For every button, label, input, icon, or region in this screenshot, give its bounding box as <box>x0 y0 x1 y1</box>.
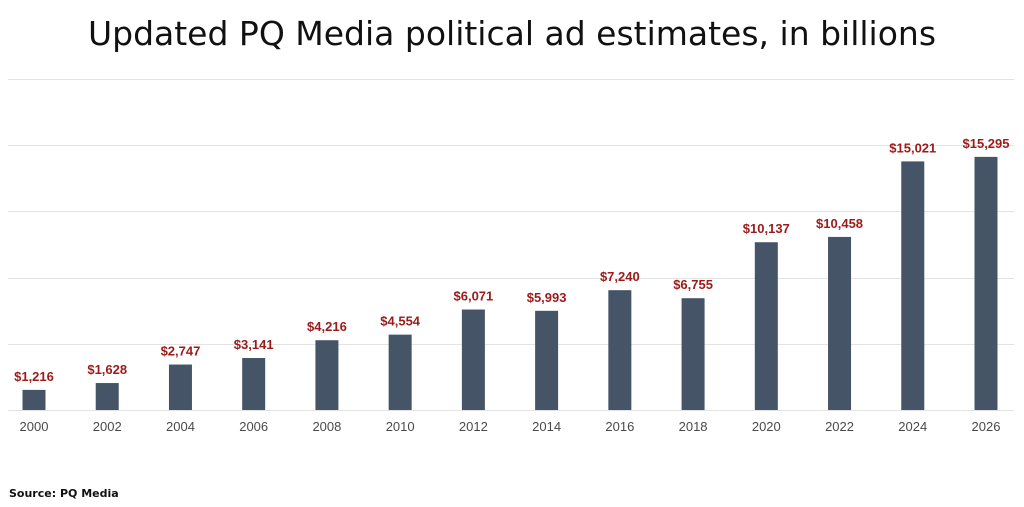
bar-2026 <box>974 156 998 410</box>
bar-2002 <box>95 383 119 410</box>
x-tick-label-2000: 2000 <box>20 419 49 434</box>
bar-2022 <box>828 236 852 410</box>
bar-2016 <box>608 290 632 410</box>
value-label-2014: $5,993 <box>527 290 567 305</box>
x-tick-label-2026: 2026 <box>972 419 1001 434</box>
bar-2018 <box>681 298 705 410</box>
x-tick-label-2012: 2012 <box>459 419 488 434</box>
value-label-2006: $3,141 <box>234 337 274 352</box>
x-tick-label-2006: 2006 <box>239 419 268 434</box>
bar-2020 <box>754 242 778 410</box>
x-tick-label-2018: 2018 <box>679 419 708 434</box>
value-label-2018: $6,755 <box>673 277 713 292</box>
bar-2014 <box>535 310 559 410</box>
bar-2012 <box>461 309 485 410</box>
gridlines <box>8 79 1014 411</box>
value-label-2024: $15,021 <box>889 140 936 155</box>
source-note: Source: PQ Media <box>9 487 119 500</box>
bar-2010 <box>388 334 412 410</box>
value-label-2020: $10,137 <box>743 221 790 236</box>
x-tick-label-2024: 2024 <box>898 419 927 434</box>
value-label-2008: $4,216 <box>307 319 347 334</box>
x-tick-label-2022: 2022 <box>825 419 854 434</box>
bar-2006 <box>242 358 266 410</box>
value-label-2000: $1,216 <box>14 369 54 384</box>
bar-2000 <box>22 389 46 410</box>
value-label-2016: $7,240 <box>600 269 640 284</box>
chart-title: Updated PQ Media political ad estimates,… <box>87 14 937 53</box>
bar-2004 <box>168 364 192 410</box>
value-label-2026: $15,295 <box>963 136 1010 151</box>
value-label-2004: $2,747 <box>161 344 201 359</box>
value-label-2022: $10,458 <box>816 216 863 231</box>
x-axis-ticks: 2000 2002 2004 2006 2008 2010 2012 2014 2016 2018… <box>20 419 1001 434</box>
value-label-2010: $4,554 <box>380 314 421 329</box>
x-tick-label-2008: 2008 <box>312 419 341 434</box>
bar-2008 <box>315 340 339 410</box>
value-label-2002: $1,628 <box>87 362 127 377</box>
bar-chart: $1,216 $1,628 $2,747 $3,141 $4,216 $4,554 $6,0… <box>8 79 1014 434</box>
x-tick-label-2020: 2020 <box>752 419 781 434</box>
bar-2024 <box>901 161 925 410</box>
x-tick-label-2016: 2016 <box>605 419 634 434</box>
x-tick-label-2002: 2002 <box>93 419 122 434</box>
value-labels: $1,216 $1,628 $2,747 $3,141 $4,216 $4,554 $6,0… <box>14 136 1009 384</box>
value-label-2012: $6,071 <box>454 289 494 304</box>
x-tick-label-2010: 2010 <box>386 419 415 434</box>
bars <box>22 156 998 410</box>
x-tick-label-2014: 2014 <box>532 419 561 434</box>
x-tick-label-2004: 2004 <box>166 419 195 434</box>
